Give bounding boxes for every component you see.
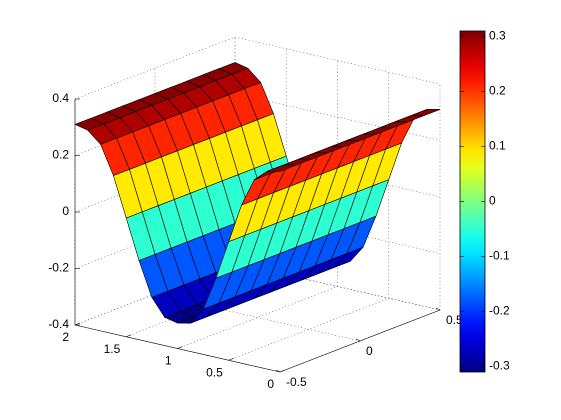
colorbar-tick-label: 0.2: [489, 84, 506, 98]
tick-mark: [177, 346, 183, 349]
colorbar-tick-label: 0: [489, 194, 496, 208]
grid-line: [234, 36, 441, 85]
tick-mark: [279, 369, 286, 373]
tick-mark: [74, 322, 81, 326]
y-tick-label: 1: [165, 354, 172, 368]
tick-mark: [435, 307, 441, 311]
x-tick-label: -0.5: [286, 375, 307, 389]
tick-mark: [126, 334, 132, 338]
grid-line: [74, 149, 236, 213]
tick-mark: [228, 357, 234, 361]
colorbar-tick-label: 0.1: [489, 139, 506, 153]
grid-line: [228, 297, 389, 361]
colorbar: [459, 30, 486, 373]
grid-line: [74, 262, 236, 326]
y-tick-label: 0.5: [206, 365, 223, 379]
grid-line: [126, 274, 287, 338]
x-tick-label: 0.5: [446, 313, 463, 327]
z-tick-label: -0.2: [48, 261, 69, 275]
surface-face: [267, 164, 297, 172]
grid-line: [177, 286, 338, 349]
colorbar-tick-label: -0.2: [489, 304, 510, 318]
y-tick-label: 1.5: [104, 342, 121, 356]
colorbar-tick-label: 0.3: [489, 29, 506, 43]
tick-mark: [355, 338, 361, 342]
y-tick-label: 2: [62, 330, 69, 344]
z-tick-label: 0.4: [52, 91, 69, 105]
grid-line: [74, 36, 236, 100]
y-tick-label: 0: [267, 377, 274, 391]
x-tick-label: 0: [366, 344, 373, 358]
colorbar-tick-label: -0.3: [489, 359, 510, 373]
z-tick-label: 0: [62, 204, 69, 218]
z-tick-label: 0.2: [52, 148, 69, 162]
z-tick-label: -0.4: [48, 317, 69, 331]
tick-mark: [275, 369, 281, 373]
colorbar-tick-label: -0.1: [489, 249, 510, 263]
grid-line: [74, 206, 236, 269]
